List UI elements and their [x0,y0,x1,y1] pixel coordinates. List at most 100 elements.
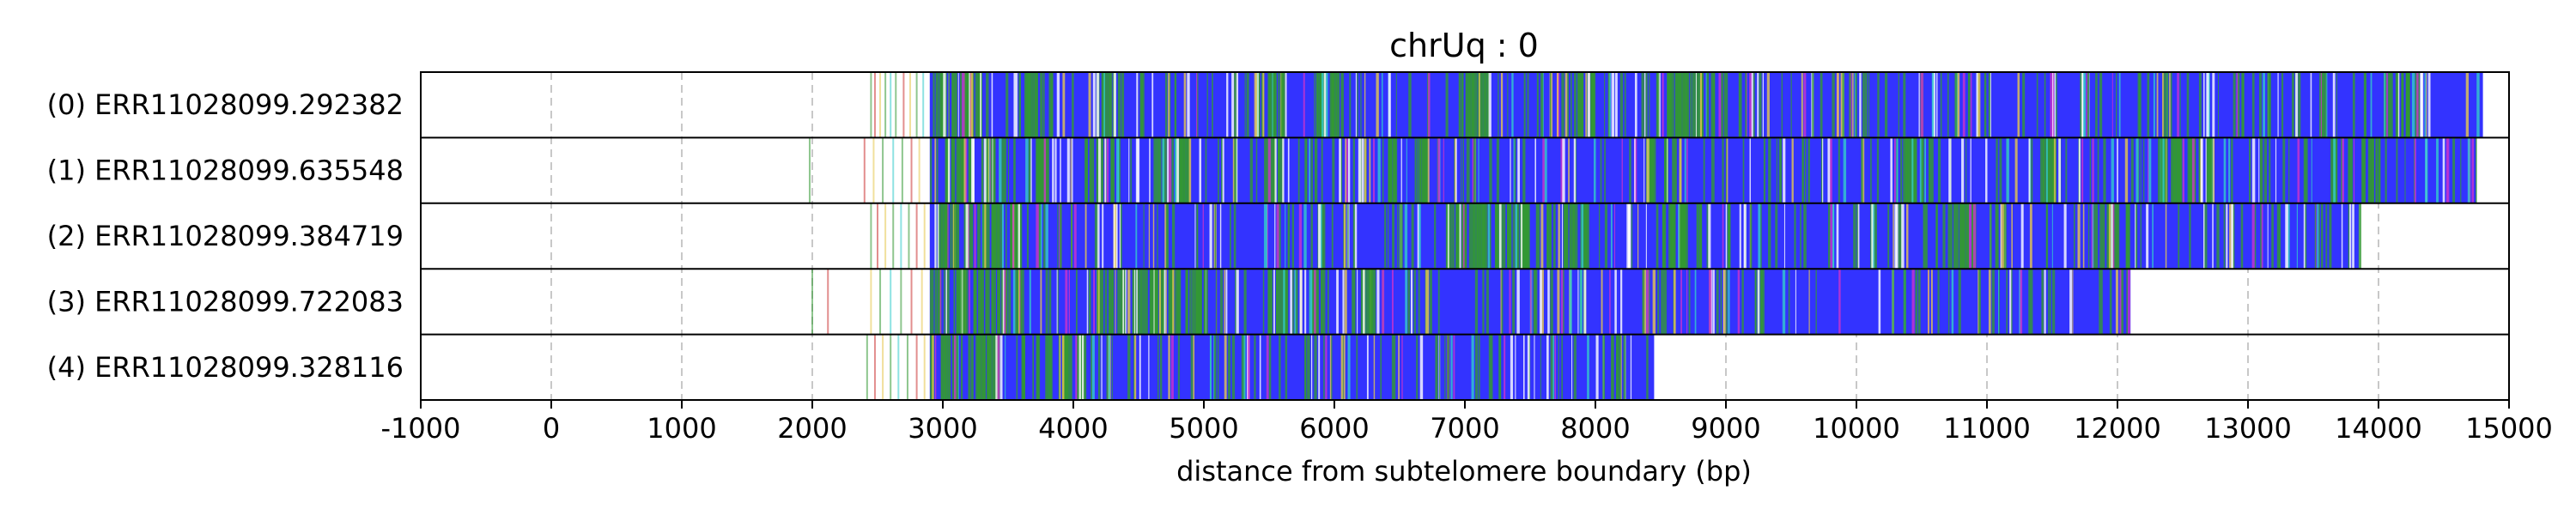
variant-mark [1283,269,1285,335]
variant-mark [1607,72,1611,138]
x-tick-label: 6000 [1299,412,1369,445]
variant-mark [2223,137,2227,203]
alt-mark [1107,72,1112,138]
variant-mark [2242,72,2245,138]
variant-mark [1452,203,1455,270]
variant-mark [1871,203,1874,270]
variant-mark [1581,203,1584,270]
x-tick-label: 14000 [2335,412,2422,445]
variant-mark [1202,203,1204,270]
variant-mark [1481,203,1485,270]
variant-mark [1629,137,1631,203]
variant-mark [1314,72,1315,138]
variant-mark [1344,269,1347,335]
alt-mark [1192,269,1194,335]
variant-mark [1268,334,1272,400]
variant-mark [1454,137,1456,203]
alt-mark [1525,203,1530,270]
variant-mark [2119,269,2123,335]
variant-mark [2249,137,2251,203]
variant-mark [1206,72,1208,138]
variant-mark [1329,334,1332,400]
variant-mark [1254,334,1256,400]
alt-mark [1706,72,1710,138]
variant-mark [1609,269,1611,335]
variant-mark [2198,72,2202,138]
variant-mark [2251,72,2255,138]
alt-mark [1466,72,1471,138]
variant-mark [1662,203,1664,270]
alt-mark [985,203,990,270]
alt-mark [1316,72,1322,138]
variant-mark [1364,137,1367,203]
variant-mark [2045,203,2048,270]
variant-mark [1803,72,1807,138]
variant-mark [2233,203,2235,270]
variant-mark [1277,137,1280,203]
variant-mark [2281,72,2284,138]
variant-mark [2223,203,2226,270]
variant-mark [1372,137,1376,203]
alt-mark [1680,203,1685,270]
alt-mark [1111,269,1115,335]
variant-mark [1534,137,1537,203]
variant-mark [1406,137,1407,203]
variant-mark [973,269,976,335]
variant-mark [1794,203,1796,270]
variant-mark [1166,203,1170,270]
variant-mark [1036,203,1039,270]
variant-mark [1737,269,1741,335]
variant-mark [1045,203,1048,270]
variant-mark [1573,72,1577,138]
variant-mark [2251,137,2256,203]
variant-mark [1840,72,1844,138]
variant-mark [1739,72,1742,138]
variant-mark [1712,137,1715,203]
variant-mark [1187,72,1190,138]
variant-mark [1162,269,1165,335]
alt-mark [1143,269,1148,335]
variant-mark [1595,334,1599,400]
variant-mark [1698,203,1703,270]
variant-mark [2317,203,2319,270]
variant-mark [1838,137,1840,203]
variant-mark [1455,137,1457,203]
variant-mark [963,137,967,203]
variant-mark [1321,137,1323,203]
variant-mark [2100,269,2103,335]
variant-mark [1652,269,1656,335]
variant-mark [1968,203,1971,270]
alt-mark [956,137,960,203]
variant-mark [1473,137,1477,203]
variant-mark [1336,269,1339,335]
variant-mark [1619,334,1621,400]
variant-mark [1978,269,1981,335]
variant-mark [1285,72,1287,138]
variant-mark [1919,137,1923,203]
variant-mark [1027,72,1030,138]
variant-mark [1722,203,1724,270]
variant-mark [1540,203,1544,270]
variant-mark [2442,137,2445,203]
x-tick-label: 1000 [647,412,716,445]
variant-mark [1667,137,1668,203]
variant-mark [1093,269,1096,335]
variant-mark [2218,72,2220,138]
variant-mark [1279,334,1281,400]
variant-mark [1852,72,1854,138]
variant-mark [1550,72,1552,138]
variant-mark [1215,269,1218,335]
variant-mark [2050,72,2053,138]
variant-mark [1427,137,1430,203]
variant-mark [1489,137,1492,203]
variant-mark [2080,72,2082,138]
alt-mark [1028,72,1034,138]
alt-mark [1314,269,1319,335]
alt-mark [1421,137,1426,203]
variant-mark [1921,137,1924,203]
variant-mark [933,72,935,138]
variant-mark [1023,269,1024,335]
variant-mark [1020,269,1024,335]
variant-mark [1340,334,1343,400]
alt-mark [1907,137,1912,203]
